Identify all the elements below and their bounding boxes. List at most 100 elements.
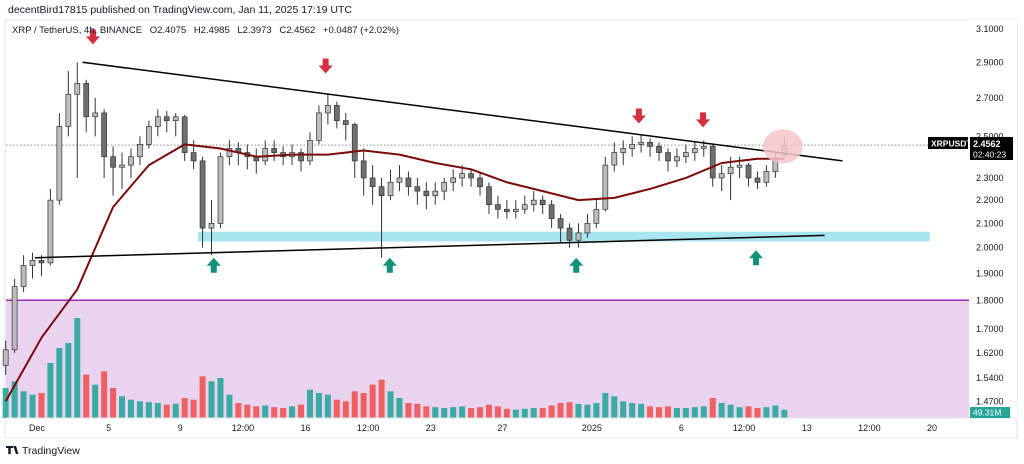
volume-bar (127, 399, 134, 418)
x-tick-label: 2025 (582, 423, 602, 433)
x-tick-label: 12:00 (858, 423, 881, 433)
candle (665, 152, 671, 162)
y-tick-label: 2.2000 (976, 195, 1004, 205)
candle (700, 146, 707, 149)
symbol-badge-text: XRPUSDT (931, 139, 972, 149)
candle (584, 222, 591, 234)
candle (271, 148, 278, 153)
x-tick-label: 16 (300, 423, 310, 433)
moving-average (4, 143, 785, 402)
volume-bar (271, 407, 278, 418)
volume-bar (342, 401, 349, 418)
volume-bar (593, 403, 600, 418)
trendlines[interactable] (34, 61, 843, 259)
candle (557, 218, 564, 229)
candle (262, 148, 269, 162)
candle (593, 208, 600, 224)
volume-bar (602, 393, 609, 418)
candle (763, 171, 770, 183)
volume-bar (20, 391, 27, 418)
candle (620, 148, 627, 153)
candle (154, 116, 161, 127)
volume-bar (485, 404, 492, 418)
candle (459, 173, 465, 179)
candle (432, 190, 439, 196)
volume-bar (682, 408, 689, 418)
volume-pane (6, 299, 969, 418)
candle (208, 222, 215, 229)
candle (128, 156, 134, 166)
buy-arrow-up-icon (382, 257, 397, 273)
candle (450, 177, 457, 183)
support-zone-rect[interactable] (198, 231, 930, 242)
volume-bar (369, 384, 376, 418)
candle (709, 146, 716, 179)
volume-bar (611, 396, 618, 418)
x-tick-label: Dec (29, 423, 46, 433)
legend-close: C2.4562 (279, 25, 315, 36)
volume-bar (468, 408, 475, 418)
candle (172, 116, 179, 121)
volume-bar (629, 403, 636, 418)
sell-arrow-down-icon (318, 58, 333, 74)
volume-bar (414, 403, 421, 418)
volume-bar (656, 407, 663, 418)
candle (387, 181, 394, 196)
candle (521, 204, 528, 210)
x-tick-label: 9 (178, 423, 183, 433)
support-trendline[interactable] (34, 234, 825, 259)
volume-bar (101, 371, 108, 418)
candle (65, 93, 72, 127)
volume-bar (700, 406, 707, 418)
y-tick-label: 1.5400 (976, 373, 1004, 383)
volume-bar (387, 391, 394, 418)
candle (342, 120, 349, 125)
sell-arrow-down-icon (631, 108, 646, 124)
volume-bar (512, 409, 519, 418)
candle (181, 116, 188, 153)
volume-bar (92, 384, 99, 418)
y-tick-label: 1.6200 (976, 348, 1004, 358)
candles (2, 62, 788, 375)
price-axis[interactable] (969, 20, 1017, 418)
y-tick-label: 1.7000 (976, 324, 1004, 334)
candle (92, 112, 99, 118)
candle (629, 144, 636, 149)
x-tick-label: 12:00 (733, 423, 756, 433)
candle (611, 152, 618, 166)
y-tick-label: 1.9000 (976, 268, 1004, 278)
legend-high: H2.4985 (194, 25, 230, 36)
svg-text:XRP / TetherUS, 4h, BINANCE: XRP / TetherUS, 4h, BINANCE O2.4075 H2.4… (12, 25, 399, 36)
volume-bar (306, 389, 313, 418)
volume-bar (136, 401, 143, 418)
tradingview-brand: TradingView (22, 445, 80, 457)
tradingview-logo[interactable]: TradingView (6, 445, 80, 457)
volume-bar (226, 394, 233, 418)
volume-bar (691, 407, 698, 418)
volume-bar (432, 407, 439, 418)
volume-bar (172, 403, 179, 418)
volume-bar (477, 407, 484, 418)
sell-arrow-down-icon (85, 29, 100, 45)
symbol-badge (928, 137, 968, 149)
candle (378, 186, 385, 196)
volume-bar (65, 343, 72, 418)
annotations (85, 29, 803, 273)
highlight-circle (762, 129, 803, 164)
volume-bar (289, 406, 296, 418)
candle (298, 152, 304, 162)
y-tick-label: 1.8000 (976, 295, 1004, 305)
volume-bar (38, 393, 45, 418)
candle (683, 152, 689, 158)
candle (20, 265, 27, 287)
candle (351, 124, 358, 162)
volume-bar (378, 379, 385, 418)
price-badge (970, 137, 1013, 160)
x-tick-label: 6 (679, 423, 684, 433)
resistance-trendline[interactable] (82, 61, 843, 162)
volume-bar (405, 403, 412, 418)
volume-bar (521, 408, 528, 418)
volume-bar (781, 409, 788, 418)
volume-bar (664, 406, 671, 418)
